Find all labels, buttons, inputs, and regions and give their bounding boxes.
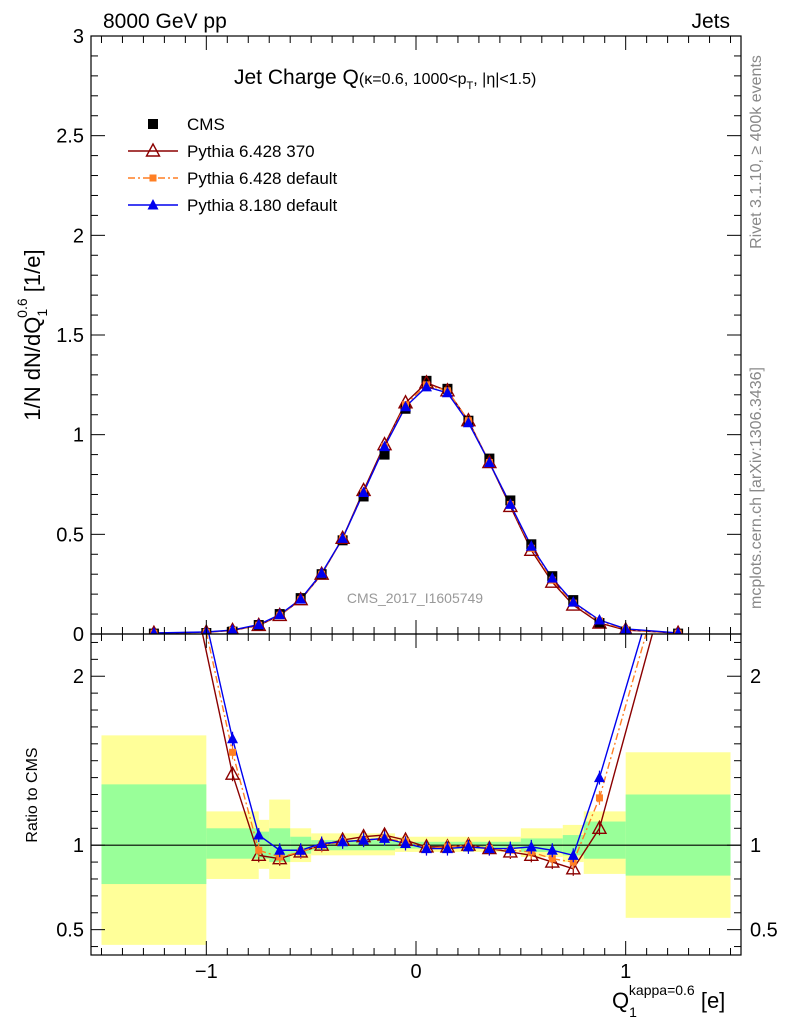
main-point-2-9 bbox=[379, 440, 391, 452]
ratio-line-2 bbox=[208, 634, 643, 857]
x-axis-label: Q1kappa=0.6 [e] bbox=[612, 982, 725, 1020]
ratio-point-2-9 bbox=[420, 842, 432, 854]
ratio-point-0-1 bbox=[251, 846, 267, 862]
main-point-2-8 bbox=[358, 486, 370, 497]
y-axis-label: 1/N dN/dQ10.6 [1/e] bbox=[14, 249, 50, 420]
ratio-point-2-3 bbox=[295, 844, 307, 855]
ratio-point-0-16 bbox=[565, 860, 581, 875]
ratio-point-2-17 bbox=[593, 771, 605, 783]
legend: CMS Pythia 6.428 370 Pythia 6.428 default P… bbox=[128, 115, 338, 215]
band-green-10 bbox=[625, 794, 731, 876]
main-point-2-2 bbox=[227, 624, 238, 634]
legend-label: Pythia 6.428 370 bbox=[187, 142, 315, 161]
main-point-2-7 bbox=[337, 532, 349, 543]
main-y-tick-label: 2 bbox=[73, 225, 84, 247]
cms-point-9 bbox=[379, 449, 390, 460]
mcplots-label: mcplots.cern.ch [arXiv:1306.3436] bbox=[748, 367, 765, 609]
main-point-2-12 bbox=[441, 386, 453, 398]
ratio-y-tick-label-left: 2 bbox=[73, 666, 84, 688]
ratio-point-2-12 bbox=[483, 842, 495, 854]
legend-item-3: Pythia 8.180 default bbox=[128, 196, 338, 215]
ratio-point-2-2 bbox=[274, 844, 286, 855]
ratio-point-0-0 bbox=[224, 765, 241, 780]
ratio-point-2-6 bbox=[358, 834, 370, 845]
x-tick-label: 0 bbox=[410, 961, 421, 983]
main-y-tick-label: 0 bbox=[73, 624, 84, 646]
band-green-0 bbox=[101, 784, 207, 885]
ratio-point-2-13 bbox=[504, 842, 516, 854]
rivet-label: Rivet 3.1.10, ≥ 400k events bbox=[748, 55, 765, 249]
ratio-y-tick-label-left: 0.5 bbox=[56, 920, 84, 942]
ratio-point-2-7 bbox=[379, 832, 391, 843]
ratio-point-2-8 bbox=[400, 837, 412, 848]
uncertainty-bands bbox=[91, 735, 741, 945]
ratio-y-tick-label-right: 1 bbox=[750, 835, 761, 857]
main-y-tick-label: 1.5 bbox=[56, 325, 84, 347]
ratio-point-2-16 bbox=[567, 849, 579, 860]
ratio-point-1-0 bbox=[229, 748, 237, 756]
ratio-y-tick-label-right: 0.5 bbox=[750, 920, 778, 942]
main-y-tick-label: 0.5 bbox=[56, 524, 84, 546]
ratio-y-tick-label-left: 1 bbox=[73, 835, 84, 857]
main-line-2 bbox=[153, 386, 679, 634]
main-point-2-15 bbox=[504, 498, 516, 509]
ratio-point-2-5 bbox=[337, 835, 349, 847]
watermark: CMS_2017_I1605749 bbox=[347, 590, 483, 606]
main-point-2-14 bbox=[483, 456, 495, 468]
legend-label: Pythia 8.180 default bbox=[187, 196, 338, 215]
ratio-point-2-0 bbox=[227, 732, 239, 744]
legend-marker bbox=[147, 199, 159, 210]
main-point-2-4 bbox=[274, 608, 286, 620]
plot-title: Jet Charge Q(κ=0.6, 1000<pT, |η|<1.5) bbox=[234, 66, 536, 92]
main-point-2-11 bbox=[420, 380, 432, 392]
main-point-2-16 bbox=[525, 540, 537, 551]
ratio-point-0-17 bbox=[591, 819, 608, 834]
ratio-series bbox=[201, 634, 654, 876]
legend-item-0: CMS bbox=[148, 115, 225, 134]
main-y-tick-label: 1 bbox=[73, 425, 84, 447]
ratio-point-2-14 bbox=[525, 840, 537, 852]
ratio-point-1-15 bbox=[548, 855, 556, 863]
main-y-tick-label: 2.5 bbox=[56, 126, 84, 148]
ratio-axis-label: Ratio to CMS bbox=[24, 747, 41, 842]
main-point-2-13 bbox=[462, 416, 474, 428]
x-tick-label: −1 bbox=[195, 961, 218, 983]
legend-item-2: Pythia 6.428 default bbox=[128, 169, 338, 188]
ratio-point-2-10 bbox=[441, 842, 453, 854]
header-left: 8000 GeV pp bbox=[103, 10, 227, 33]
ratio-point-2-15 bbox=[546, 844, 558, 855]
legend-item-1: Pythia 6.428 370 bbox=[128, 142, 315, 161]
main-y-tick-label: 3 bbox=[73, 26, 84, 48]
axes: −1 0 1 0 0.5 1 1.5 2 2.5 3 0.5 0.5 1 1 2 2 bbox=[56, 26, 778, 983]
x-tick-label: 1 bbox=[620, 961, 631, 983]
main-point-2-17 bbox=[546, 572, 558, 583]
main-point-2-18 bbox=[567, 596, 579, 607]
ratio-point-1-17 bbox=[595, 794, 603, 802]
ratio-point-2-1 bbox=[253, 829, 265, 840]
main-point-2-3 bbox=[253, 618, 265, 630]
band-green-1 bbox=[206, 828, 259, 859]
legend-marker bbox=[149, 174, 157, 182]
main-point-2-10 bbox=[400, 400, 412, 412]
legend-label: Pythia 6.428 default bbox=[187, 169, 338, 188]
ratio-point-2-4 bbox=[316, 837, 328, 848]
main-point-2-21 bbox=[674, 627, 682, 634]
band-green-9 bbox=[583, 821, 626, 859]
main-line-1 bbox=[153, 384, 679, 634]
main-point-2-0 bbox=[150, 627, 158, 634]
legend-marker bbox=[148, 119, 158, 129]
ratio-point-1-1 bbox=[255, 846, 263, 854]
legend-label: CMS bbox=[187, 115, 225, 134]
header-right: Jets bbox=[691, 10, 730, 33]
main-point-2-5 bbox=[295, 593, 307, 604]
ratio-y-tick-label-right: 2 bbox=[750, 666, 761, 688]
main-point-2-19 bbox=[593, 614, 605, 625]
legend-marker bbox=[145, 142, 161, 157]
ratio-point-2-11 bbox=[462, 840, 474, 852]
main-point-2-6 bbox=[316, 567, 328, 578]
